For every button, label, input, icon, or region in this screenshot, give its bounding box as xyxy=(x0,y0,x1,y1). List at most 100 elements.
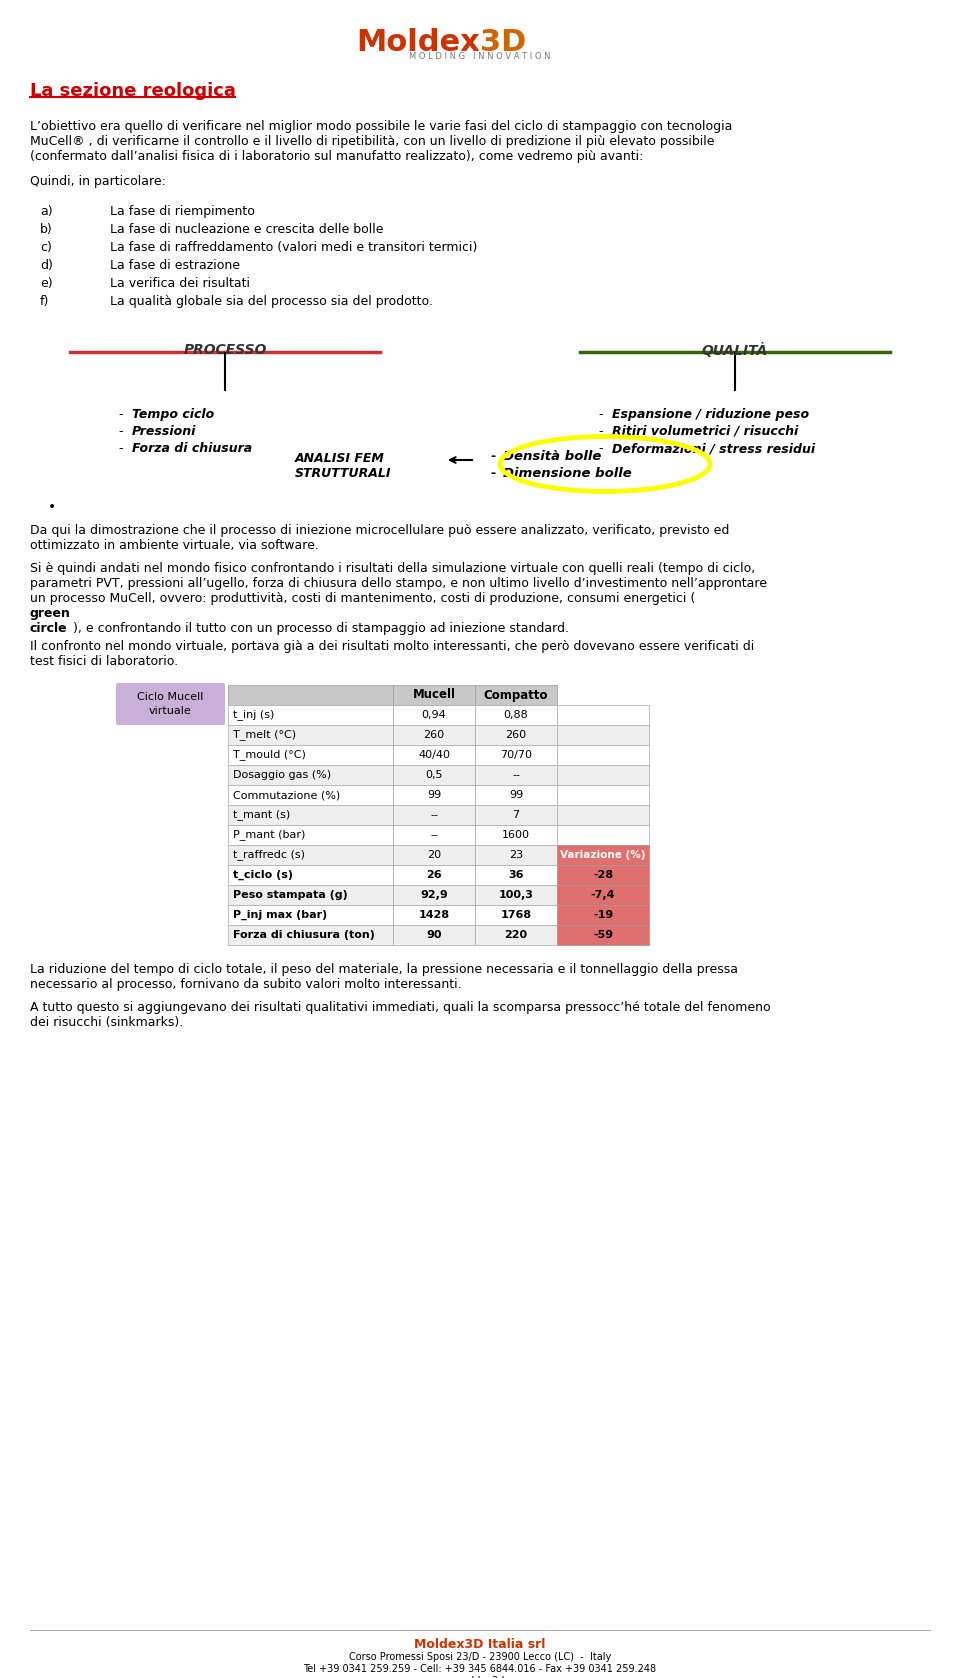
Text: La sezione reologica: La sezione reologica xyxy=(30,82,236,101)
Text: Deformazioni / stress residui: Deformazioni / stress residui xyxy=(612,441,815,455)
Text: -28: -28 xyxy=(593,869,613,879)
Bar xyxy=(393,925,475,945)
Bar xyxy=(475,765,557,785)
Bar xyxy=(228,904,393,925)
Text: 99: 99 xyxy=(509,790,523,800)
Text: A tutto questo si aggiungevano dei risultati qualitativi immediati, quali la sco: A tutto questo si aggiungevano dei risul… xyxy=(30,1002,771,1014)
Bar xyxy=(393,846,475,864)
Text: 40/40: 40/40 xyxy=(418,750,450,760)
Text: Compatto: Compatto xyxy=(484,688,548,701)
FancyBboxPatch shape xyxy=(116,683,225,725)
Text: QUALITÀ: QUALITÀ xyxy=(702,342,768,357)
Text: t_inj (s): t_inj (s) xyxy=(233,710,275,720)
Text: circle: circle xyxy=(30,623,67,634)
Text: Forza di chiusura: Forza di chiusura xyxy=(132,441,252,455)
Text: -: - xyxy=(490,450,495,463)
Bar xyxy=(228,745,393,765)
Text: Si è quindi andati nel mondo fisico confrontando i risultati della simulazione v: Si è quindi andati nel mondo fisico conf… xyxy=(30,562,756,576)
Bar xyxy=(393,685,475,705)
Text: 3D: 3D xyxy=(480,29,526,57)
Bar xyxy=(475,864,557,884)
Bar xyxy=(475,884,557,904)
Bar xyxy=(228,826,393,846)
Text: 260: 260 xyxy=(505,730,527,740)
Text: T_mould (°C): T_mould (°C) xyxy=(233,750,306,760)
Bar xyxy=(393,785,475,805)
Text: T_melt (°C): T_melt (°C) xyxy=(233,730,296,740)
Bar xyxy=(475,725,557,745)
Text: PROCESSO: PROCESSO xyxy=(183,342,267,357)
Bar xyxy=(557,765,649,785)
Text: -7,4: -7,4 xyxy=(590,889,615,899)
Bar xyxy=(557,725,649,745)
Text: 1600: 1600 xyxy=(502,831,530,841)
Text: La fase di raffreddamento (valori medi e transitori termici): La fase di raffreddamento (valori medi e… xyxy=(110,242,477,253)
Text: -: - xyxy=(598,425,603,438)
Text: Ritiri volumetrici / risucchi: Ritiri volumetrici / risucchi xyxy=(612,425,799,438)
Text: Dosaggio gas (%): Dosaggio gas (%) xyxy=(233,770,331,780)
Text: a): a) xyxy=(40,205,53,218)
Text: 1768: 1768 xyxy=(500,909,532,920)
Bar xyxy=(475,904,557,925)
Bar xyxy=(557,705,649,725)
Text: Moldex: Moldex xyxy=(356,29,480,57)
Text: 26: 26 xyxy=(426,869,442,879)
Text: Dimensione bolle: Dimensione bolle xyxy=(503,466,632,480)
Text: L’obiettivo era quello di verificare nel miglior modo possibile le varie fasi de: L’obiettivo era quello di verificare nel… xyxy=(30,121,732,133)
Text: Corso Promessi Sposi 23/D - 23900 Lecco (LC)  -  Italy: Corso Promessi Sposi 23/D - 23900 Lecco … xyxy=(348,1653,612,1661)
Bar xyxy=(475,805,557,826)
Bar xyxy=(557,904,649,925)
Bar xyxy=(475,846,557,864)
Text: -: - xyxy=(118,425,123,438)
Text: 92,9: 92,9 xyxy=(420,889,448,899)
Text: 70/70: 70/70 xyxy=(500,750,532,760)
Bar xyxy=(393,884,475,904)
Text: --: -- xyxy=(430,810,438,821)
Bar xyxy=(557,884,649,904)
Text: d): d) xyxy=(40,258,53,272)
Bar xyxy=(228,864,393,884)
Text: P_inj max (bar): P_inj max (bar) xyxy=(233,909,327,920)
Text: 0,5: 0,5 xyxy=(425,770,443,780)
Bar xyxy=(557,805,649,826)
Text: t_mant (s): t_mant (s) xyxy=(233,809,290,821)
Text: ), e confrontando il tutto con un processo di stampaggio ad iniezione standard.: ), e confrontando il tutto con un proces… xyxy=(73,623,569,634)
Text: e): e) xyxy=(40,277,53,290)
Text: dei risucchi (sinkmarks).: dei risucchi (sinkmarks). xyxy=(30,1015,183,1029)
Text: •: • xyxy=(48,500,57,513)
Bar xyxy=(557,826,649,846)
Text: La fase di estrazione: La fase di estrazione xyxy=(110,258,240,272)
Bar xyxy=(393,705,475,725)
Text: P_mant (bar): P_mant (bar) xyxy=(233,829,305,841)
Text: La verifica dei risultati: La verifica dei risultati xyxy=(110,277,250,290)
Text: -: - xyxy=(118,408,123,421)
Text: Da qui la dimostrazione che il processo di iniezione microcellulare può essere a: Da qui la dimostrazione che il processo … xyxy=(30,524,730,537)
Text: (confermato dall’analisi fisica di i laboratorio sul manufatto realizzato), come: (confermato dall’analisi fisica di i lab… xyxy=(30,149,643,163)
Text: t_raffredc (s): t_raffredc (s) xyxy=(233,849,305,861)
Text: ANALISI FEM: ANALISI FEM xyxy=(295,451,385,465)
Text: Espansione / riduzione peso: Espansione / riduzione peso xyxy=(612,408,809,421)
Text: 99: 99 xyxy=(427,790,442,800)
Text: 7: 7 xyxy=(513,810,519,821)
Text: 0,94: 0,94 xyxy=(421,710,446,720)
Bar xyxy=(557,925,649,945)
Bar xyxy=(475,685,557,705)
Text: 90: 90 xyxy=(426,930,442,940)
Bar xyxy=(228,785,393,805)
Bar xyxy=(557,745,649,765)
Text: un processo MuCell, ovvero: produttività, costi di mantenimento, costi di produz: un processo MuCell, ovvero: produttività… xyxy=(30,592,695,606)
Text: 1428: 1428 xyxy=(419,909,449,920)
Text: 23: 23 xyxy=(509,851,523,861)
Text: 220: 220 xyxy=(504,930,528,940)
Text: green: green xyxy=(30,607,71,619)
Text: MuCell® , di verificarne il controllo e il livello di ripetibilità, con un livel: MuCell® , di verificarne il controllo e … xyxy=(30,134,714,148)
Bar xyxy=(228,705,393,725)
Bar xyxy=(393,745,475,765)
Bar xyxy=(393,904,475,925)
Text: parametri PVT, pressioni all’ugello, forza di chiusura dello stampo, e non ultim: parametri PVT, pressioni all’ugello, for… xyxy=(30,577,767,591)
Text: 260: 260 xyxy=(423,730,444,740)
Text: --: -- xyxy=(430,831,438,841)
Bar xyxy=(557,864,649,884)
Text: b): b) xyxy=(40,223,53,237)
Bar xyxy=(475,925,557,945)
